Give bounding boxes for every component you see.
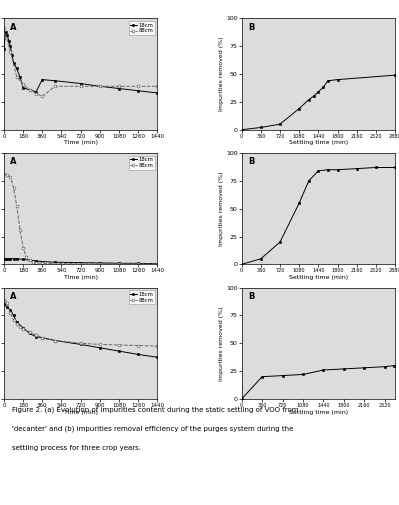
Legend: 18cm, 88cm: 18cm, 88cm xyxy=(129,290,155,304)
X-axis label: Settling time (min): Settling time (min) xyxy=(289,275,348,280)
Legend: 18cm, 88cm: 18cm, 88cm xyxy=(129,156,155,170)
Text: Crop year 2011/12: Crop year 2011/12 xyxy=(122,142,193,151)
Text: settling process for three crop years.: settling process for three crop years. xyxy=(12,445,141,451)
Y-axis label: Impurities removed (%): Impurities removed (%) xyxy=(219,171,225,246)
X-axis label: Time (min): Time (min) xyxy=(64,275,98,280)
Text: Figure 2. (a) Evolution of impurities content during the static settling of VOO : Figure 2. (a) Evolution of impurities co… xyxy=(12,407,298,413)
Text: A: A xyxy=(10,23,17,32)
Legend: 18cm, 88cm: 18cm, 88cm xyxy=(129,21,155,35)
Text: B: B xyxy=(248,23,254,32)
Text: B: B xyxy=(248,158,254,167)
Text: A: A xyxy=(10,292,17,301)
Text: A: A xyxy=(10,158,17,167)
X-axis label: Settling time (min): Settling time (min) xyxy=(289,410,348,415)
Y-axis label: Impurities removed (%): Impurities removed (%) xyxy=(219,306,225,381)
Text: Crop year 2010/11: Crop year 2010/11 xyxy=(122,7,193,16)
Text: B: B xyxy=(248,292,254,301)
X-axis label: Settling time (min): Settling time (min) xyxy=(289,140,348,145)
Y-axis label: Impurities removed (%): Impurities removed (%) xyxy=(219,37,225,111)
X-axis label: Time (min): Time (min) xyxy=(64,410,98,415)
Text: 'decanter' and (b) impurities removal efficiency of the purges system during the: 'decanter' and (b) impurities removal ef… xyxy=(12,426,293,432)
Text: Crop year 2013/14: Crop year 2013/14 xyxy=(122,276,193,285)
X-axis label: Time (min): Time (min) xyxy=(64,140,98,145)
